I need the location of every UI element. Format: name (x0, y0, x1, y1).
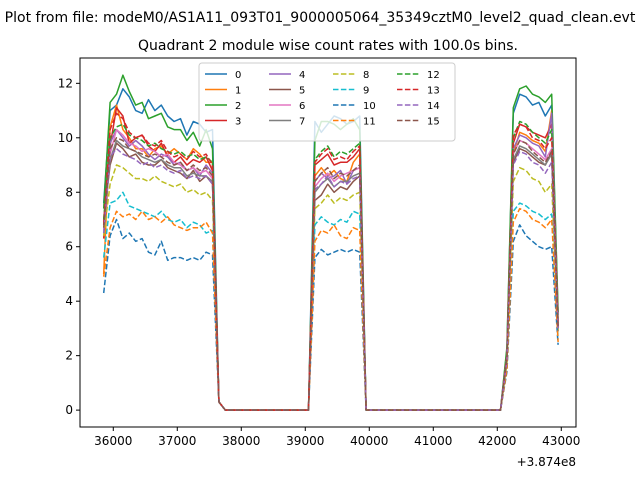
legend-label: 0 (235, 70, 241, 81)
legend-label: 14 (427, 101, 440, 112)
legend-label: 6 (299, 101, 305, 112)
x-tick-label: 39000 (286, 434, 324, 448)
legend-label: 13 (427, 86, 440, 97)
legend-label: 12 (427, 70, 440, 81)
x-tick-label: 41000 (414, 434, 452, 448)
legend-box (198, 62, 456, 142)
x-tick-label: 42000 (478, 434, 516, 448)
legend-label: 15 (427, 117, 440, 128)
legend-label: 3 (235, 117, 241, 128)
y-axis: 0 2 4 6 8 10 12 (58, 76, 80, 417)
y-tick-label: 8 (65, 185, 73, 199)
legend-label: 7 (299, 117, 305, 128)
x-axis: 36000 37000 38000 39000 40000 41000 42000 43000 (94, 427, 580, 448)
legend-label: 8 (363, 70, 369, 81)
x-tick-label: 36000 (94, 434, 132, 448)
legend-label: 10 (363, 101, 376, 112)
x-tick-label: 37000 (158, 434, 196, 448)
series-line-15 (102, 137, 559, 411)
legend-label: 9 (363, 86, 369, 97)
x-tick-label: 40000 (350, 434, 388, 448)
y-tick-label: 6 (65, 240, 73, 254)
y-tick-label: 0 (65, 403, 73, 417)
series-line-14 (102, 147, 559, 411)
x-tick-label: 38000 (222, 434, 260, 448)
y-tick-label: 12 (58, 76, 73, 90)
legend-label: 2 (235, 101, 241, 112)
x-offset-label: +3.874e8 (517, 455, 576, 469)
legend-label: 1 (235, 86, 241, 97)
y-tick-label: 2 (65, 349, 73, 363)
axes-frame (79, 57, 577, 428)
x-tick-label: 43000 (542, 434, 580, 448)
y-tick-label: 10 (58, 131, 73, 145)
figure-suptitle: Plot from file: modeM0/AS1A11_093T01_900… (5, 10, 636, 26)
legend-label: 11 (363, 117, 376, 128)
series-line-8 (102, 164, 559, 411)
chart-title: Quadrant 2 module wise count rates with … (138, 38, 518, 54)
legend-label: 5 (299, 86, 305, 97)
y-tick-label: 4 (65, 294, 73, 308)
legend-label: 4 (299, 70, 305, 81)
